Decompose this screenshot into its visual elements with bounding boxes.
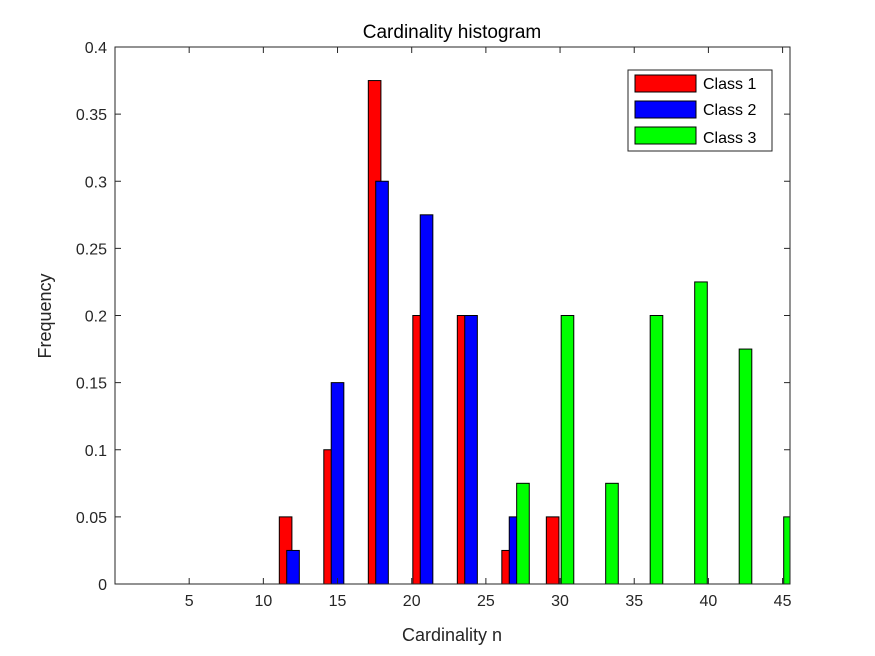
x-tick-label: 30 — [551, 593, 569, 610]
bar-series-3-point-2 — [560, 315, 575, 585]
y-tick-label: 0.2 — [85, 309, 107, 326]
y-axis-label: Frequency — [35, 273, 55, 358]
legend-swatch-class-3 — [634, 126, 697, 145]
bar-series-3-point-7 — [783, 516, 791, 585]
bar-series-2-point-4 — [286, 549, 300, 585]
bar-series-3-point-4 — [649, 315, 664, 585]
legend-label-class-1: Class 1 — [703, 76, 756, 93]
x-tick-label: 35 — [625, 593, 643, 610]
bar-series-3-point-5 — [694, 281, 708, 585]
x-tick-label: 45 — [774, 593, 792, 610]
y-tick-label: 0.4 — [85, 40, 107, 57]
bar-series-2-point-7 — [419, 214, 434, 585]
x-tick-label: 10 — [254, 593, 272, 610]
legend-label-class-3: Class 3 — [703, 130, 756, 147]
y-tick-label: 0.3 — [85, 174, 107, 191]
x-tick-label: 5 — [185, 593, 194, 610]
x-tick-label: 40 — [700, 593, 718, 610]
legend-label-class-2: Class 2 — [703, 102, 756, 119]
y-tick-label: 0.15 — [76, 376, 107, 393]
x-tick-label: 25 — [477, 593, 495, 610]
bar-series-2-point-6 — [375, 180, 389, 585]
bar-series-2-point-8 — [464, 315, 478, 585]
y-tick-label: 0.35 — [76, 107, 107, 124]
legend: Class 1 Class 2 Class 3 — [627, 69, 773, 152]
y-tick-label: 0.05 — [76, 510, 107, 527]
legend-swatch-class-2 — [634, 100, 697, 119]
x-axis-ticks: 5 10 15 20 25 30 35 40 45 — [185, 47, 792, 610]
x-tick-label: 20 — [403, 593, 421, 610]
bar-series-1-point-10 — [545, 516, 560, 585]
bar-series-3-point-1 — [516, 482, 530, 585]
bar-series-3-point-6 — [738, 348, 753, 585]
legend-swatch-class-1 — [634, 74, 697, 93]
x-tick-label: 15 — [329, 593, 347, 610]
y-tick-label: 0.25 — [76, 241, 107, 258]
bar-series-2-point-5 — [330, 382, 345, 585]
bar-series-3-point-3 — [605, 482, 619, 585]
chart-title: Cardinality histogram — [363, 22, 541, 43]
y-axis-ticks: 0 0.05 0.1 0.15 0.2 0.25 0.3 0.35 0.4 — [76, 40, 790, 594]
y-tick-label: 0 — [98, 577, 107, 594]
y-tick-label: 0.1 — [85, 443, 107, 460]
x-axis-label: Cardinality n — [402, 625, 502, 645]
